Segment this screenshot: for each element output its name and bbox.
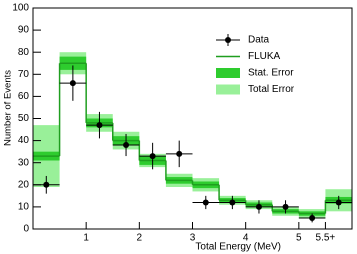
x-tick-label: 5.5+ — [316, 233, 336, 244]
y-tick-label: 70 — [18, 69, 30, 80]
legend-label: Total Error — [248, 84, 295, 95]
data-point — [149, 153, 156, 160]
data-point — [255, 203, 262, 210]
data-point — [43, 181, 50, 188]
x-axis-title: Total Energy (MeV) — [195, 242, 281, 253]
x-tick-label: 5 — [296, 233, 302, 244]
y-tick-label: 30 — [18, 157, 30, 168]
y-tick-label: 20 — [18, 179, 30, 190]
x-tick-label: 4 — [243, 233, 249, 244]
data-point — [96, 122, 103, 129]
legend-key — [225, 37, 231, 43]
y-tick-label: 50 — [18, 113, 30, 124]
data-point — [69, 80, 76, 87]
y-tick-label: 80 — [18, 47, 30, 58]
legend-label: Data — [248, 35, 270, 46]
y-tick-label: 0 — [23, 224, 29, 235]
data-point — [309, 214, 316, 221]
data-point — [123, 142, 130, 149]
legend-label: Stat. Error — [248, 68, 294, 79]
y-tick-label: 10 — [18, 202, 30, 213]
y-tick-label: 90 — [18, 25, 30, 36]
data-point — [229, 199, 236, 206]
legend-label: FLUKA — [248, 51, 281, 62]
x-tick-label: 1 — [83, 233, 89, 244]
y-tick-label: 100 — [12, 3, 29, 14]
legend-key — [216, 68, 240, 78]
y-axis-title: Number of Events — [3, 70, 14, 146]
x-tick-label: 3 — [190, 233, 196, 244]
plot-frame — [32, 7, 353, 230]
data-point — [335, 199, 342, 206]
legend-key — [216, 84, 240, 95]
y-tick-label: 40 — [18, 135, 30, 146]
x-tick-label: 2 — [137, 233, 143, 244]
y-tick-label: 60 — [18, 91, 30, 102]
data-point — [282, 203, 289, 210]
data-point — [202, 199, 209, 206]
data-point — [176, 150, 183, 157]
